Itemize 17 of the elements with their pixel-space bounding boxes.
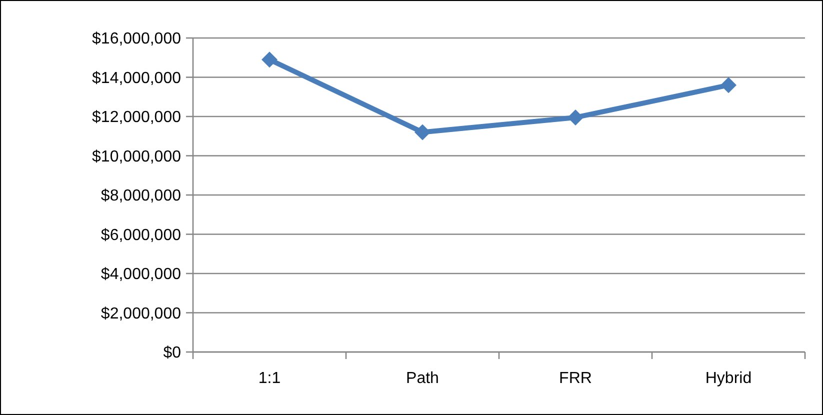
x-tick-label: 1:1 <box>258 370 281 387</box>
y-tick-label: $8,000,000 <box>100 188 182 205</box>
x-tick-label: FRR <box>559 370 592 387</box>
point <box>262 52 278 68</box>
y-tick-label: $14,000,000 <box>92 70 182 87</box>
point <box>414 124 430 140</box>
y-tick-label: $0 <box>163 344 182 362</box>
point <box>720 77 736 94</box>
y-tick-label: $12,000,000 <box>92 109 182 126</box>
y-tick-label: $16,000,000 <box>92 30 182 48</box>
y-tick-label: $2,000,000 <box>100 305 182 322</box>
x-tick-label: Hybrid <box>705 370 752 387</box>
y-tick-label: $10,000,000 <box>92 148 182 166</box>
y-tick-label: $6,000,000 <box>100 226 182 244</box>
point <box>568 109 584 126</box>
x-tick-label: Path <box>406 370 439 387</box>
y-tick-label: $4,000,000 <box>100 266 182 284</box>
